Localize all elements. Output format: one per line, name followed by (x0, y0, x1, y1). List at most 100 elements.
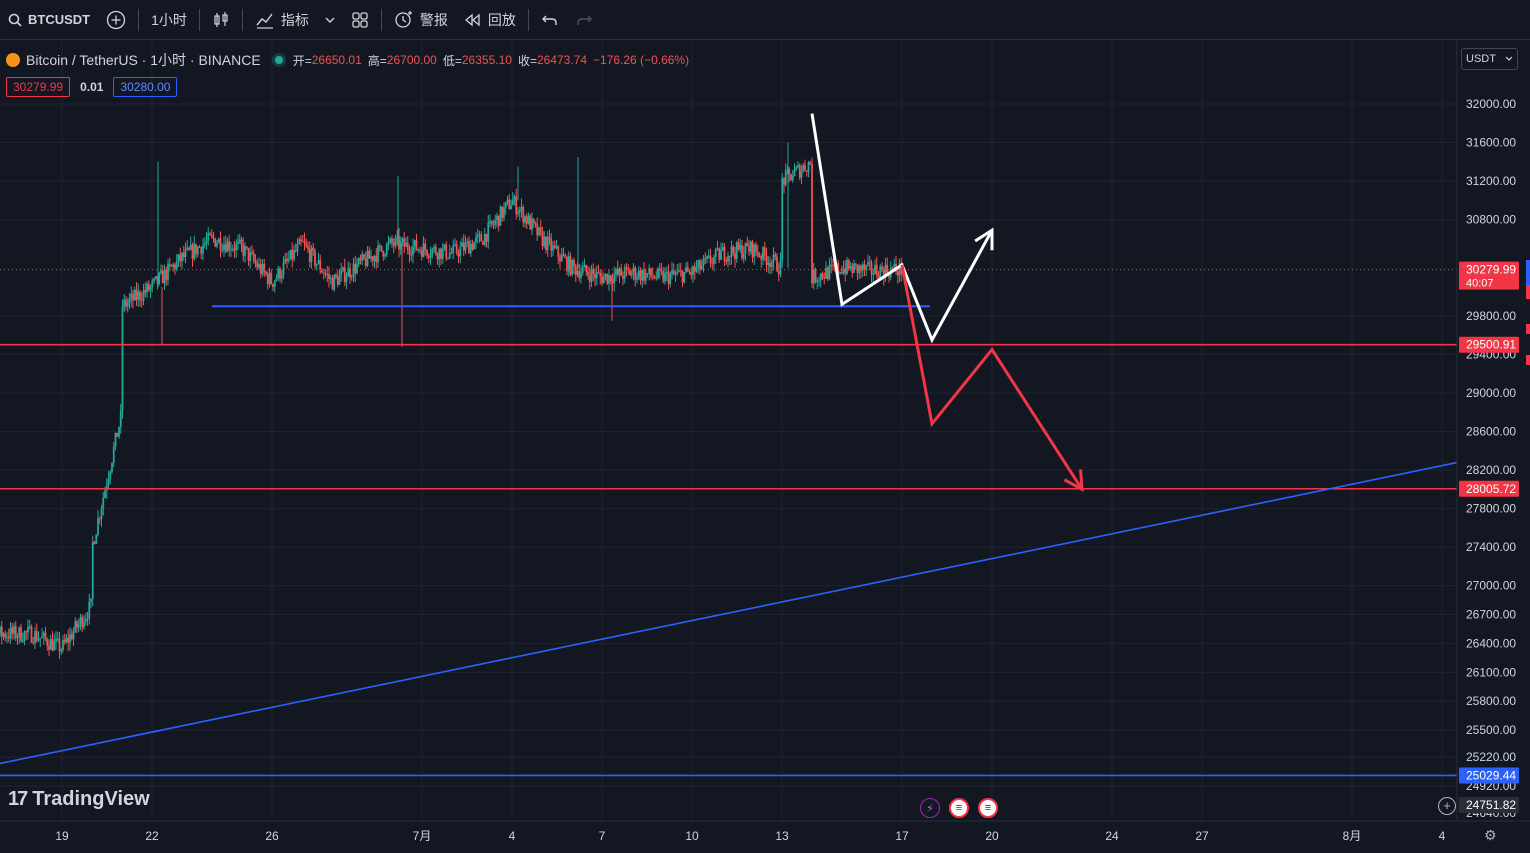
market-status-icon[interactable] (274, 56, 283, 64)
candle-body (238, 239, 241, 242)
symbol-search[interactable]: BTCUSDT (0, 0, 98, 40)
layout-button[interactable] (343, 0, 377, 40)
legend-title[interactable]: Bitcoin / TetherUS · 1小时 · BINANCE (26, 52, 261, 68)
time-scale[interactable]: 19 22 26 7月 4 7 10 13 17 20 24 27 8月 4 (55, 829, 1445, 843)
candle-body (629, 270, 631, 276)
candle-body (643, 269, 645, 281)
currency-select[interactable]: USDT (1461, 48, 1518, 70)
candle-body (874, 264, 876, 274)
candle-body (291, 249, 294, 260)
replay-button[interactable]: 回放 (456, 0, 524, 40)
candle-body (637, 270, 640, 278)
candle-body (602, 276, 605, 284)
red-arrow-drawing-head (1063, 469, 1084, 492)
candle-body (345, 276, 348, 283)
candle-body (728, 255, 731, 257)
candle-body (559, 256, 561, 262)
candle-body (69, 634, 71, 643)
candle-body (212, 235, 215, 239)
candle-body (679, 270, 682, 272)
candle-body (655, 277, 658, 279)
candle-body (839, 272, 841, 274)
candle-body (287, 259, 290, 261)
candle-body (522, 206, 525, 223)
candle-body (685, 267, 687, 273)
time-tick-label: 13 (775, 829, 789, 843)
candle-body (471, 244, 474, 250)
candle-body (237, 241, 239, 244)
price-tick-label: 29000.00 (1466, 386, 1516, 400)
candle-body (748, 246, 750, 252)
candle-body (499, 206, 502, 226)
candle-body (604, 273, 607, 277)
economic-events: ⚡ ≡ ≡ (920, 798, 1007, 818)
candle-body (7, 636, 10, 639)
sell-price-button[interactable]: 30279.99 (6, 77, 71, 97)
candle-body (700, 265, 703, 270)
candle-body (294, 250, 297, 252)
candle-body (545, 236, 547, 250)
bolt-icon[interactable]: ⚡ (920, 798, 940, 818)
price-chart[interactable]: 32000.00 31600.00 31200.00 30800.00 29800.00… (0, 40, 1530, 853)
candle-body (667, 271, 670, 284)
us-flag-icon[interactable]: ≡ (949, 798, 969, 818)
candle-body (473, 242, 476, 250)
interval-button[interactable]: 1小时 (151, 11, 187, 28)
candle-body (249, 252, 252, 262)
us-flag-icon[interactable]: ≡ (978, 798, 998, 818)
indicators-icon (256, 13, 273, 29)
settings-icon[interactable]: ⚙ (1484, 827, 1497, 843)
top-toolbar: BTCUSDT 1小时 指标 警报 回放 (0, 0, 1530, 40)
candle-body (413, 240, 416, 247)
compare-symbol-button[interactable] (98, 0, 134, 40)
candle-body (60, 649, 63, 652)
candle-body (181, 252, 183, 262)
candle-body (424, 243, 427, 251)
chart-type-button[interactable] (204, 0, 238, 40)
candle-body (758, 255, 761, 257)
candle-body (560, 254, 563, 262)
candle-body (44, 632, 47, 640)
candle-body (555, 246, 558, 248)
add-price-alert-icon[interactable]: + (1438, 797, 1456, 815)
candle-body (765, 255, 768, 266)
candle-body (660, 270, 663, 272)
candle-body (289, 249, 292, 260)
candle-body (879, 266, 882, 280)
candle-body (126, 302, 129, 307)
candle-body (321, 270, 323, 273)
candle-body (781, 178, 784, 261)
candle-body (702, 258, 705, 266)
buy-price-button[interactable]: 30280.00 (113, 77, 178, 97)
candle-body (527, 215, 530, 224)
candle-body (496, 215, 498, 221)
templates-dropdown[interactable] (317, 0, 343, 40)
chart-legend: Bitcoin / TetherUS · 1小时 · BINANCE 开= 266… (6, 50, 695, 70)
chevron-down-icon (325, 17, 335, 23)
candle-body (574, 265, 577, 275)
candle-body (620, 268, 623, 276)
candle-body (93, 541, 96, 544)
redo-button[interactable] (567, 0, 601, 40)
candle-body (193, 243, 196, 259)
toolbar-divider (380, 8, 382, 31)
candle-body (751, 241, 754, 258)
indicators-button[interactable]: 指标 (247, 0, 317, 40)
candle-body (97, 518, 99, 535)
undo-button[interactable] (533, 0, 567, 40)
candle-body (791, 176, 794, 181)
candle-body (175, 260, 178, 270)
candle-body (6, 636, 8, 638)
candle-body (252, 253, 255, 261)
tradingview-logo[interactable]: 17 TradingView (8, 788, 150, 811)
candle-body (70, 634, 73, 640)
candle-body (139, 291, 141, 300)
candle-body (783, 178, 785, 185)
candle-body (636, 277, 638, 280)
right-edge-marker (1526, 324, 1530, 334)
alert-button[interactable]: 警报 (386, 0, 456, 40)
candle-body (56, 638, 59, 640)
right-edge-marker (1526, 285, 1530, 299)
candle-body (165, 269, 168, 280)
candle-body (336, 276, 339, 285)
